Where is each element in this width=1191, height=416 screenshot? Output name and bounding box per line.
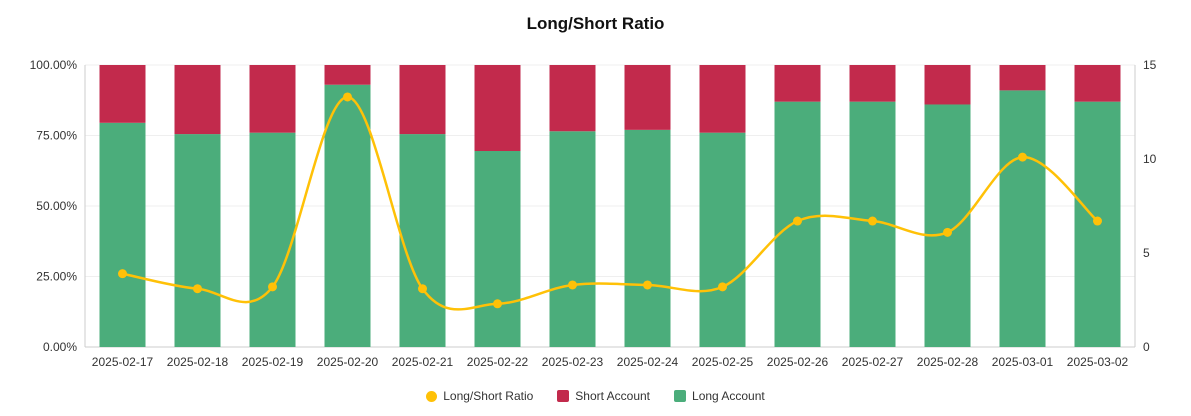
x-axis-tick-label: 2025-02-25 [692, 355, 754, 369]
ratio-line-marker [1018, 152, 1027, 162]
legend-item-long-short-ratio[interactable]: Long/Short Ratio [426, 389, 533, 403]
legend-item-short-account[interactable]: Short Account [557, 389, 650, 403]
ratio-line-marker [118, 269, 127, 279]
long-account-bar [324, 84, 371, 348]
long-legend-square-icon [674, 390, 687, 402]
long-account-bar [399, 134, 446, 347]
ratio-line-marker [793, 216, 802, 226]
left-axis-tick-label: 75.00% [36, 129, 77, 143]
ratio-line-marker [418, 284, 427, 294]
short-account-bar [924, 65, 971, 105]
x-axis-tick-label: 2025-02-26 [767, 355, 829, 369]
x-axis-tick-label: 2025-02-20 [317, 355, 379, 369]
ratio-line-marker [493, 299, 502, 309]
short-account-bar [1074, 65, 1121, 102]
ratio-line-marker [643, 280, 652, 290]
ratio-line-marker [943, 227, 952, 237]
short-account-bar [324, 65, 371, 85]
right-axis-tick-label: 5 [1143, 246, 1150, 260]
x-axis-tick-label: 2025-02-24 [617, 355, 679, 369]
short-account-bar [399, 65, 446, 135]
long-account-bar [249, 132, 296, 347]
legend: Long/Short Ratio Short Account Long Acco… [0, 389, 1191, 403]
x-axis-tick-label: 2025-02-18 [167, 355, 229, 369]
short-account-bar [999, 65, 1046, 91]
long-account-bar [699, 132, 746, 347]
left-axis-tick-label: 0.00% [43, 340, 77, 354]
ratio-line-marker [193, 284, 202, 294]
x-axis-tick-label: 2025-03-01 [992, 355, 1054, 369]
legend-label-short: Short Account [575, 389, 651, 403]
short-account-bar [174, 65, 221, 135]
left-axis-tick-label: 100.00% [30, 58, 78, 72]
ratio-line-marker [868, 216, 877, 226]
short-account-bar [474, 65, 521, 152]
legend-label-long: Long Account [692, 389, 765, 403]
long-account-bar [174, 134, 221, 347]
long-account-bar [474, 151, 521, 347]
x-axis-tick-label: 2025-02-28 [917, 355, 979, 369]
left-axis-tick-label: 25.00% [36, 270, 77, 284]
ratio-line-marker [1093, 216, 1102, 226]
right-axis-tick-label: 0 [1143, 340, 1150, 354]
right-axis-tick-label: 15 [1143, 58, 1157, 72]
x-axis-tick-label: 2025-02-22 [467, 355, 529, 369]
long-account-bar [999, 90, 1046, 347]
chart-title: Long/Short Ratio [526, 14, 665, 33]
x-axis-tick-label: 2025-02-17 [92, 355, 154, 369]
short-account-bar [699, 65, 746, 133]
long-account-bar [549, 131, 596, 347]
ratio-line-marker [343, 92, 352, 102]
long-account-bar [99, 122, 146, 347]
x-axis-tick-label: 2025-02-21 [392, 355, 454, 369]
x-axis-tick-label: 2025-03-02 [1067, 355, 1129, 369]
legend-item-long-account[interactable]: Long Account [674, 389, 765, 403]
ratio-line-marker [568, 280, 577, 290]
short-account-bar [774, 65, 821, 102]
short-legend-square-icon [557, 390, 570, 402]
x-axis-tick-label: 2025-02-19 [242, 355, 304, 369]
ratio-line-marker [718, 282, 727, 292]
short-account-bar [624, 65, 671, 130]
x-axis-tick-label: 2025-02-23 [542, 355, 604, 369]
left-axis-tick-label: 50.00% [36, 199, 77, 213]
ratio-line-marker [268, 282, 277, 292]
legend-label-ratio: Long/Short Ratio [443, 389, 534, 403]
short-account-bar [99, 65, 146, 123]
short-account-bar [249, 65, 296, 133]
ratio-legend-circle-icon [426, 390, 438, 402]
short-account-bar [849, 65, 896, 102]
x-axis-tick-label: 2025-02-27 [842, 355, 904, 369]
long-account-bar [624, 129, 671, 347]
short-account-bar [549, 65, 596, 132]
long-account-bar [924, 104, 971, 347]
right-axis-tick-label: 10 [1143, 152, 1157, 166]
